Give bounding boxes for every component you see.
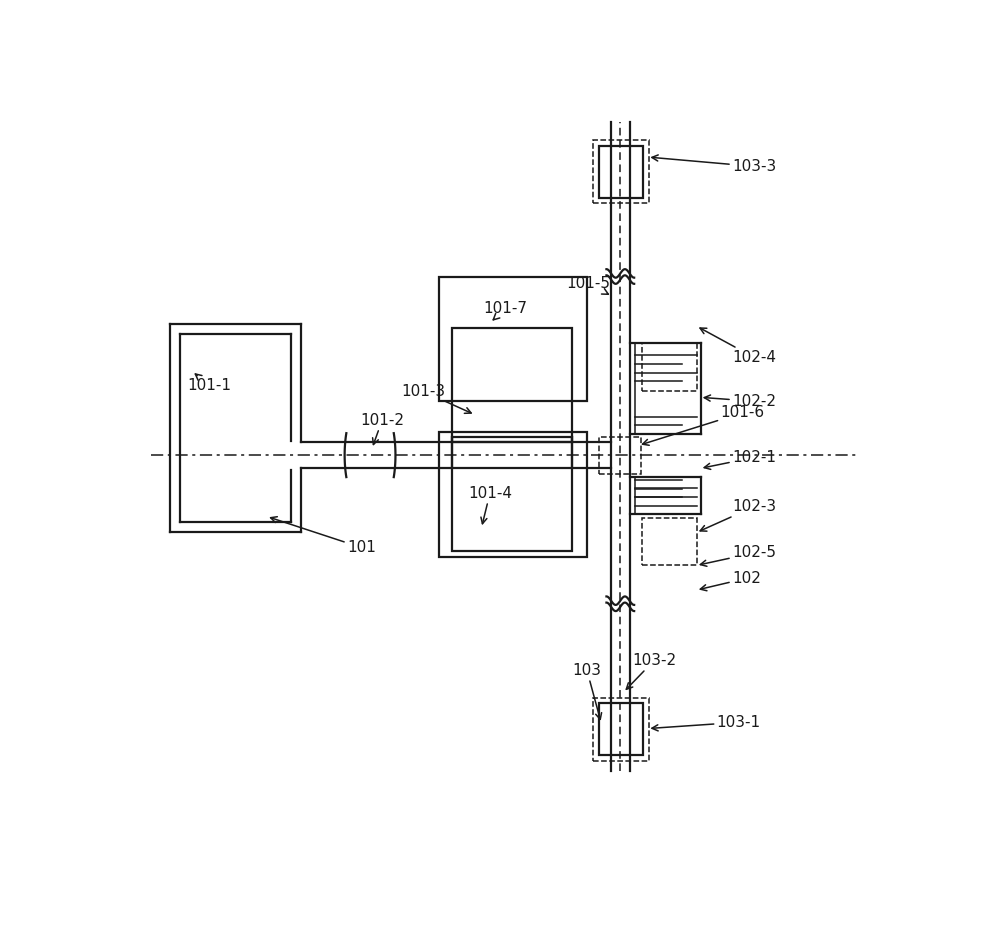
Bar [439, 277, 587, 401]
Bar [439, 432, 587, 557]
Bar [642, 344, 697, 391]
Text: 101-4: 101-4 [468, 486, 512, 524]
Bar [452, 438, 572, 551]
Text: 101-1: 101-1 [188, 374, 232, 393]
Text: 102-5: 102-5 [700, 546, 776, 566]
Text: 103: 103 [573, 663, 602, 720]
Text: 102-2: 102-2 [704, 394, 776, 409]
Text: 101-6: 101-6 [643, 405, 765, 445]
Text: 102: 102 [700, 571, 761, 591]
Text: 102-4: 102-4 [700, 328, 776, 365]
Text: 103-2: 103-2 [626, 654, 676, 689]
Bar [593, 697, 649, 761]
Text: 101-2: 101-2 [360, 413, 404, 444]
Text: 101: 101 [271, 517, 376, 555]
Text: 101-5: 101-5 [566, 276, 610, 294]
Text: 101-7: 101-7 [483, 302, 527, 320]
Text: 103-1: 103-1 [652, 715, 761, 731]
Bar [599, 703, 643, 755]
Text: 102-3: 102-3 [700, 499, 776, 532]
Bar [642, 518, 697, 565]
Bar [599, 145, 643, 198]
Bar [593, 141, 649, 203]
Bar [599, 437, 641, 474]
Text: 103-3: 103-3 [652, 155, 776, 174]
Text: 102-1: 102-1 [704, 450, 776, 469]
Bar [452, 328, 572, 442]
Text: 101-3: 101-3 [401, 384, 471, 413]
